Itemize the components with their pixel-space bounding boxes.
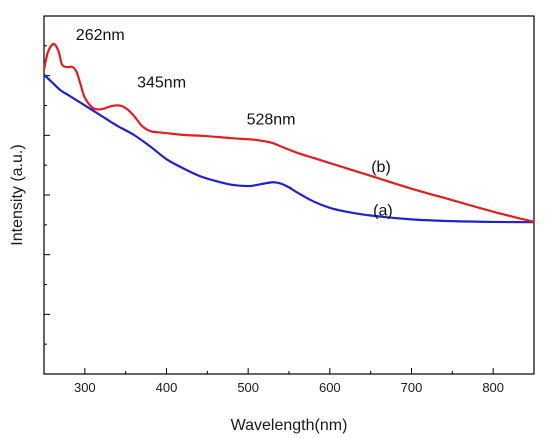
- annotation-label: (a): [373, 203, 393, 220]
- annotation-label: 262nm: [76, 27, 125, 44]
- annotations: 262nm 345nm 528nm (b) (a): [76, 27, 393, 220]
- x-axis-ticks: 300 400 500 600 700 800: [43, 368, 535, 395]
- x-tick-label: 300: [74, 380, 96, 395]
- y-axis-ticks: [44, 45, 50, 345]
- series-line-b: [42, 42, 535, 223]
- series-line-a: [43, 73, 535, 224]
- x-axis-title: Wavelength(nm): [231, 417, 348, 434]
- x-tick-label: 600: [319, 380, 341, 395]
- annotation-label: 345nm: [137, 74, 186, 91]
- x-tick-label: 500: [237, 380, 259, 395]
- x-tick-label: 800: [482, 380, 504, 395]
- annotation-label: (b): [371, 159, 391, 176]
- x-tick-label: 700: [401, 380, 423, 395]
- plot-frame: [43, 15, 535, 375]
- annotation-label: 528nm: [247, 112, 296, 129]
- x-tick-label: 400: [156, 380, 178, 395]
- y-axis-title: Intensity (a.u.): [9, 144, 26, 245]
- series-group: [42, 42, 535, 224]
